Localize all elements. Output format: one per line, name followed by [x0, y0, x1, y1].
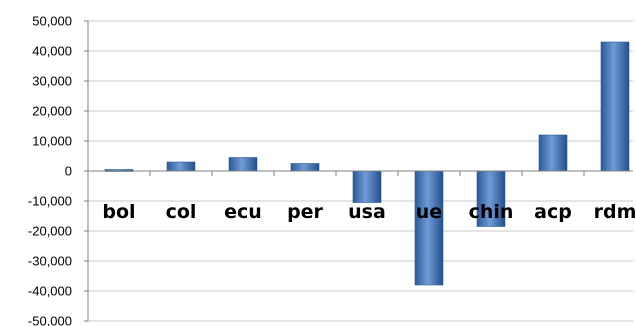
y-tick-label: -20,000	[28, 224, 72, 239]
category-label-bol: bol	[102, 201, 135, 223]
bar-ue	[414, 170, 444, 286]
y-tick-label: 20,000	[32, 104, 72, 119]
y-tick-label: -50,000	[28, 314, 72, 326]
category-label-ecu: ecu	[224, 201, 262, 223]
bar-chin	[476, 170, 506, 227]
bar-usa	[352, 170, 382, 203]
y-tick-label: 0	[65, 164, 72, 179]
bar-rdm	[600, 41, 630, 172]
category-label-col: col	[166, 201, 197, 223]
category-label-ue: ue	[416, 201, 442, 223]
y-tick-label: 30,000	[32, 74, 72, 89]
y-tick-label: -10,000	[28, 194, 72, 209]
y-tick-label: -30,000	[28, 254, 72, 269]
category-label-usa: usa	[348, 201, 386, 223]
y-axis-tick-labels: 50,000 40,000 30,000 20,000 10,000 0 -10,000 -2…	[28, 14, 72, 326]
axes	[84, 20, 633, 322]
y-tick-label: 10,000	[32, 134, 72, 149]
bar-col	[166, 161, 196, 172]
bar-ecu	[228, 157, 258, 172]
y-tick-label: 40,000	[32, 44, 72, 59]
category-labels: bol col ecu per usa ue chin acp rdm	[102, 201, 636, 223]
category-label-per: per	[287, 201, 323, 223]
bar-acp	[538, 134, 568, 172]
y-tick-label: -40,000	[28, 284, 72, 299]
category-label-acp: acp	[534, 201, 572, 223]
category-label-chin: chin	[469, 201, 514, 223]
bar-per	[290, 163, 320, 172]
category-label-rdm: rdm	[594, 201, 636, 223]
y-tick-label: 50,000	[32, 14, 72, 29]
bars	[104, 41, 630, 286]
